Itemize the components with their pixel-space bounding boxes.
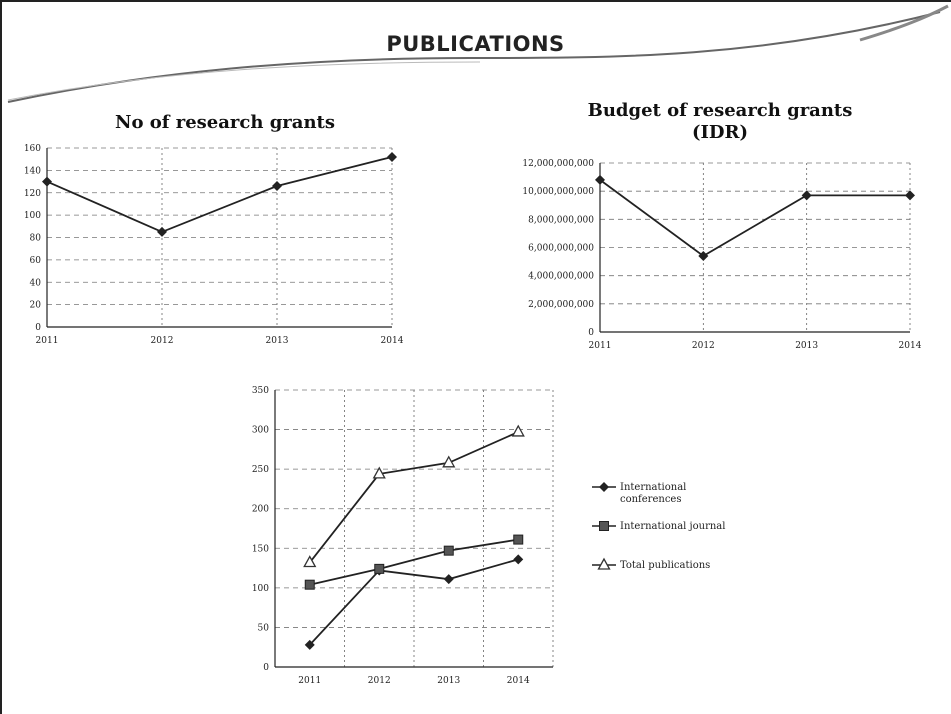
chart-title-line: Budget of research grants — [587, 100, 853, 121]
y-tick-label: 100 — [24, 211, 41, 221]
x-tick-label: 2014 — [381, 336, 404, 346]
y-tick-label: 100 — [252, 584, 269, 594]
data-point-marker — [698, 250, 709, 261]
legend-marker — [599, 482, 609, 492]
series-line — [309, 558, 519, 646]
y-tick-label: 0 — [35, 323, 41, 333]
data-point-marker — [443, 545, 454, 556]
y-tick-label: 250 — [252, 465, 269, 475]
x-tick-label: 2012 — [151, 336, 174, 346]
y-tick-label: 140 — [24, 166, 41, 176]
y-tick-label: 200 — [252, 505, 269, 515]
data-point-marker — [303, 555, 317, 568]
data-point-marker — [595, 174, 605, 185]
data-point-marker — [387, 151, 397, 162]
y-tick-label: 4,000,000,000 — [528, 272, 594, 282]
legend-label: International journal — [620, 521, 725, 532]
x-tick-label: 2013 — [437, 676, 460, 686]
y-tick-label: 20 — [30, 301, 42, 311]
y-tick-label: 12,000,000,000 — [522, 159, 594, 169]
slide-border-top — [0, 0, 951, 2]
x-tick-label: 2011 — [589, 341, 612, 351]
data-point-marker — [272, 181, 282, 192]
slide-title: PUBLICATIONS — [386, 32, 565, 56]
y-tick-label: 150 — [252, 544, 269, 554]
data-point-marker — [443, 574, 454, 585]
y-tick-label: 10,000,000,000 — [522, 187, 594, 197]
data-point-marker — [442, 455, 456, 468]
series-line — [599, 179, 910, 258]
chart-title-line: (IDR) — [691, 122, 749, 143]
data-point-marker — [42, 176, 52, 187]
data-point-marker — [157, 226, 167, 237]
series-line — [46, 156, 393, 233]
data-point-marker — [374, 563, 385, 574]
x-tick-label: 2011 — [298, 676, 321, 686]
x-tick-label: 2011 — [36, 336, 59, 346]
y-tick-label: 60 — [30, 256, 42, 266]
legend-label: Total publications — [620, 560, 710, 571]
x-tick-label: 2013 — [266, 336, 289, 346]
title-swoosh-decoration — [7, 4, 949, 103]
x-tick-label: 2014 — [507, 676, 530, 686]
y-tick-label: 8,000,000,000 — [528, 215, 594, 225]
x-tick-label: 2012 — [692, 341, 715, 351]
chart-title-research-grants-count: No of research grants — [115, 112, 335, 133]
y-tick-label: 6,000,000,000 — [528, 244, 594, 254]
y-tick-label: 2,000,000,000 — [528, 300, 594, 310]
y-tick-label: 0 — [263, 663, 269, 673]
data-point-marker — [304, 579, 315, 590]
data-point-marker — [801, 190, 812, 201]
legend-marker — [597, 557, 611, 570]
chart-title-research-grants-budget: Budget of research grants (IDR) — [560, 100, 880, 144]
y-tick-label: 160 — [24, 144, 41, 154]
y-tick-label: 300 — [252, 426, 269, 436]
data-point-marker — [511, 424, 525, 437]
y-tick-label: 350 — [252, 386, 269, 396]
series-line — [309, 538, 519, 586]
x-tick-label: 2014 — [899, 341, 922, 351]
data-point-marker — [304, 639, 315, 650]
x-tick-label: 2012 — [368, 676, 391, 686]
legend-label: International — [620, 482, 686, 493]
data-point-marker — [372, 466, 386, 479]
legend-label: conferences — [620, 494, 681, 505]
data-point-marker — [513, 534, 524, 545]
data-point-marker — [513, 554, 524, 565]
y-tick-label: 80 — [30, 234, 42, 244]
series-line — [309, 431, 519, 564]
slide-border-left — [0, 0, 2, 714]
y-tick-label: 50 — [258, 623, 270, 633]
y-tick-label: 40 — [30, 278, 42, 288]
y-tick-label: 120 — [24, 189, 41, 199]
x-tick-label: 2013 — [795, 341, 818, 351]
data-point-marker — [905, 190, 915, 201]
y-tick-label: 0 — [588, 328, 594, 338]
legend-marker — [599, 521, 609, 531]
